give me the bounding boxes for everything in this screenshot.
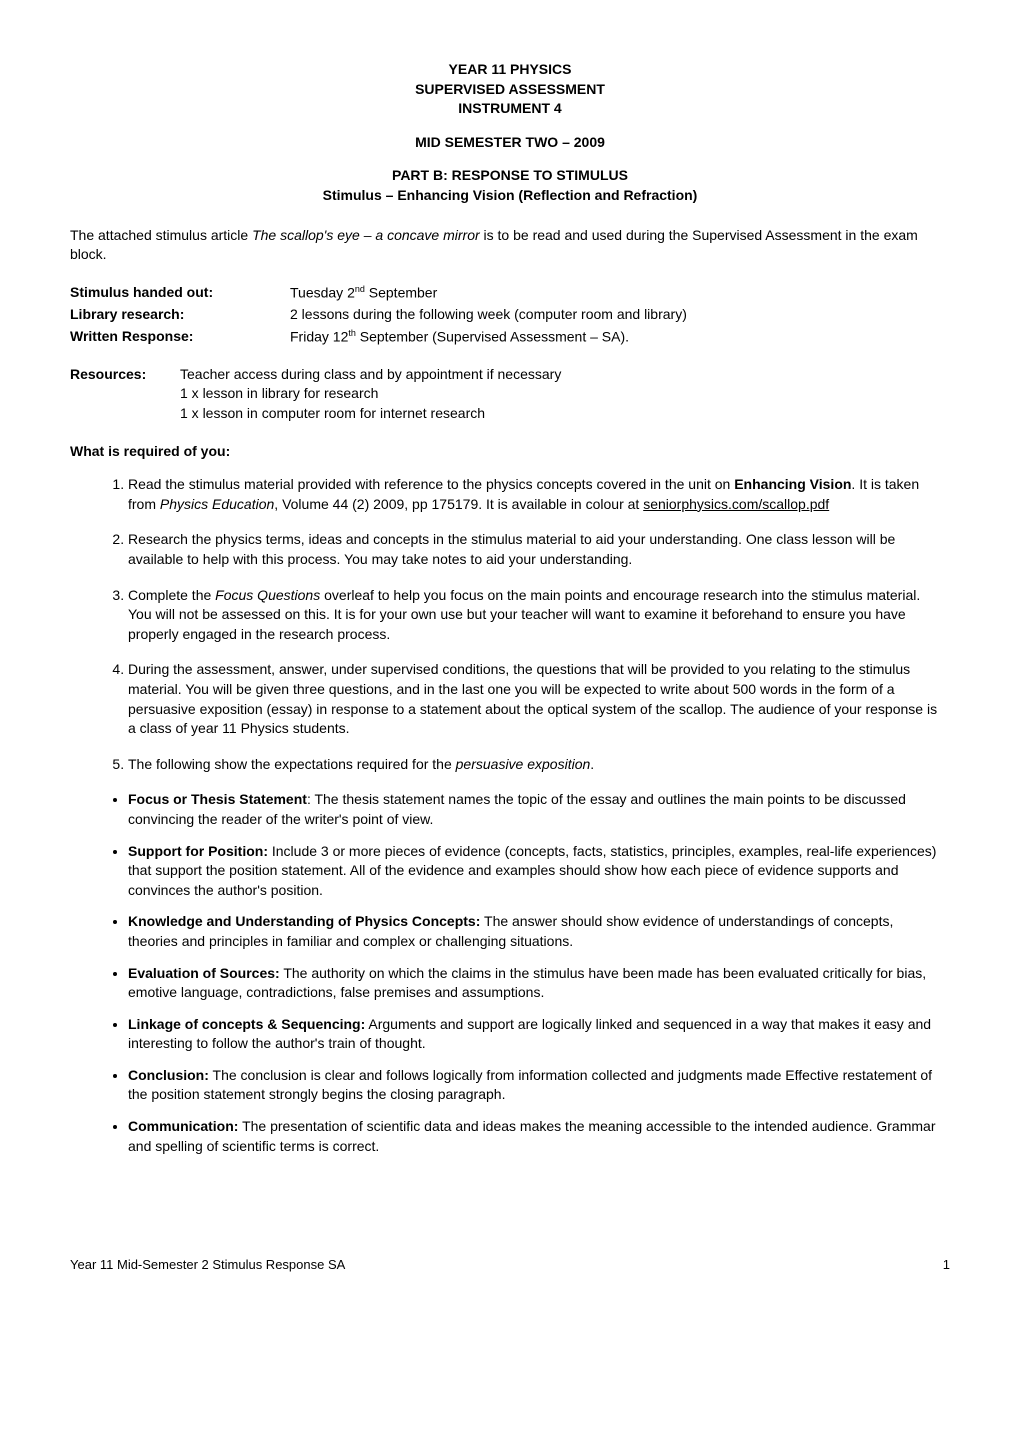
bullet-title: Linkage of concepts & Sequencing: [128,1016,365,1032]
header-line-3: INSTRUMENT 4 [70,99,950,119]
resources-list: Teacher access during class and by appoi… [180,365,950,424]
bullet-item: Evaluation of Sources: The authority on … [128,964,950,1003]
intro-paragraph: The attached stimulus article The scallo… [70,226,950,265]
page-number: 1 [943,1256,950,1274]
resources-line: Teacher access during class and by appoi… [180,365,950,385]
header-line-2: SUPERVISED ASSESSMENT [70,80,950,100]
numbered-item: During the assessment, answer, under sup… [128,660,950,738]
schedule-block: Stimulus handed out: Tuesday 2nd Septemb… [70,283,950,347]
bullet-item: Focus or Thesis Statement: The thesis st… [128,790,950,829]
resources-line: 1 x lesson in computer room for internet… [180,404,950,424]
bullet-item: Linkage of concepts & Sequencing: Argume… [128,1015,950,1054]
footer-left: Year 11 Mid-Semester 2 Stimulus Response… [70,1256,345,1274]
bullet-item: Conclusion: The conclusion is clear and … [128,1066,950,1105]
bullet-item: Communication: The presentation of scien… [128,1117,950,1156]
numbered-item: The following show the expectations requ… [128,755,950,775]
part-subtitle: PART B: RESPONSE TO STIMULUS Stimulus – … [70,166,950,205]
resources-line: 1 x lesson in library for research [180,384,950,404]
bullet-title: Evaluation of Sources: [128,965,280,981]
resources-block: Resources: Teacher access during class a… [70,365,950,424]
bullet-text: The presentation of scientific data and … [128,1118,936,1154]
schedule-row-handed-out: Stimulus handed out: Tuesday 2nd Septemb… [70,283,950,303]
schedule-value: 2 lessons during the following week (com… [290,305,950,325]
bullet-text: The conclusion is clear and follows logi… [128,1067,932,1103]
schedule-label: Written Response: [70,327,290,347]
schedule-value: Friday 12th September (Supervised Assess… [290,327,950,347]
schedule-value: Tuesday 2nd September [290,283,950,303]
numbered-list: Read the stimulus material provided with… [70,475,950,774]
semester-title: MID SEMESTER TWO – 2009 [70,133,950,153]
schedule-label: Stimulus handed out: [70,283,290,303]
bullet-item: Support for Position: Include 3 or more … [128,842,950,901]
bullet-item: Knowledge and Understanding of Physics C… [128,912,950,951]
intro-prefix: The attached stimulus article [70,227,252,243]
document-header: YEAR 11 PHYSICS SUPERVISED ASSESSMENT IN… [70,60,950,119]
bullet-title: Focus or Thesis Statement [128,791,307,807]
stimulus-title: Stimulus – Enhancing Vision (Reflection … [70,186,950,206]
footer: Year 11 Mid-Semester 2 Stimulus Response… [70,1256,950,1274]
numbered-item: Complete the Focus Questions overleaf to… [128,586,950,645]
intro-article-title: The scallop's eye – a concave mirror [252,227,480,243]
numbered-item: Read the stimulus material provided with… [128,475,950,514]
bullet-title: Knowledge and Understanding of Physics C… [128,913,480,929]
schedule-row-written: Written Response: Friday 12th September … [70,327,950,347]
schedule-row-library: Library research: 2 lessons during the f… [70,305,950,325]
numbered-item: Research the physics terms, ideas and co… [128,530,950,569]
bullet-title: Communication: [128,1118,238,1134]
required-heading: What is required of you: [70,442,950,462]
schedule-label: Library research: [70,305,290,325]
bullet-title: Support for Position: [128,843,268,859]
header-line-1: YEAR 11 PHYSICS [70,60,950,80]
part-title: PART B: RESPONSE TO STIMULUS [70,166,950,186]
bullet-title: Conclusion: [128,1067,209,1083]
bullet-list: Focus or Thesis Statement: The thesis st… [70,790,950,1156]
resources-label: Resources: [70,365,180,424]
